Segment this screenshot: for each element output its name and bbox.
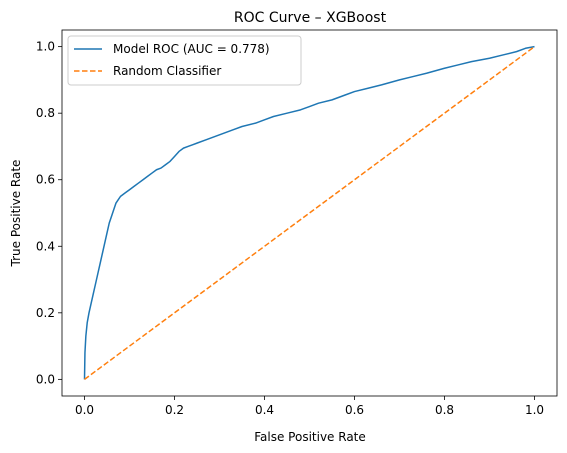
series-line-model-roc-auc-0-778 xyxy=(83,45,535,380)
plot-frame xyxy=(61,29,558,397)
x-tick-label: 0.6 xyxy=(345,403,364,417)
x-tick-label: 1.0 xyxy=(525,403,544,417)
x-axis-label: False Positive Rate xyxy=(254,430,366,444)
chart-title: ROC Curve – XGBoost xyxy=(234,10,387,26)
y-tick-label: 0.2 xyxy=(36,306,55,320)
x-tick-label: 0.0 xyxy=(75,403,94,417)
y-tick-label: 0.6 xyxy=(36,173,55,187)
legend: Model ROC (AUC = 0.778) Random Classifie… xyxy=(67,35,302,86)
series-layer xyxy=(83,45,535,380)
plot-area xyxy=(61,29,558,397)
x-tick-label: 0.8 xyxy=(435,403,454,417)
y-tick-label: 0.8 xyxy=(36,106,55,120)
legend-label-random-classifier: Random Classifier xyxy=(113,64,221,78)
y-axis-label: True Positive Rate xyxy=(9,160,23,268)
series-line-random-classifier xyxy=(84,46,535,380)
y-tick-label: 0.4 xyxy=(36,239,55,253)
x-tick-label: 0.2 xyxy=(165,403,184,417)
legend-box xyxy=(67,35,302,86)
y-tick-label: 0.0 xyxy=(36,372,55,386)
legend-label-model-roc: Model ROC (AUC = 0.778) xyxy=(113,42,270,56)
y-tick-label: 1.0 xyxy=(36,40,55,54)
x-axis-ticks: 0.0 0.2 0.4 0.6 0.8 1.0 xyxy=(75,396,544,417)
x-tick-label: 0.4 xyxy=(255,403,274,417)
y-axis-ticks: 0.0 0.2 0.4 0.6 0.8 1.0 xyxy=(36,40,62,386)
